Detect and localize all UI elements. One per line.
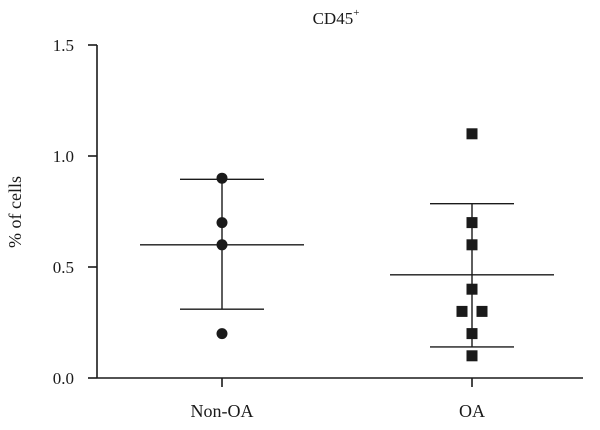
data-layer — [140, 128, 554, 362]
data-point — [466, 350, 478, 362]
data-point — [466, 128, 478, 140]
data-point — [466, 283, 478, 295]
y-tick-label: 0.0 — [53, 369, 74, 388]
data-point — [466, 239, 478, 251]
series-oa — [390, 128, 554, 362]
data-point — [216, 172, 228, 184]
data-point — [456, 305, 468, 317]
data-point — [466, 328, 478, 340]
data-point — [216, 328, 228, 340]
x-tick-label: OA — [459, 401, 485, 421]
data-point — [216, 217, 228, 229]
axes: 0.0 0.5 1.0 1.5 Non-OA OA — [53, 36, 583, 421]
y-tick-label: 1.0 — [53, 147, 74, 166]
y-tick-label: 0.5 — [53, 258, 74, 277]
chart-title: CD45+ — [313, 7, 360, 28]
chart-title-superscript: + — [353, 7, 359, 19]
data-point — [466, 217, 478, 229]
data-point — [476, 305, 488, 317]
series-non-oa — [140, 172, 304, 340]
x-tick-label: Non-OA — [191, 401, 254, 421]
data-point — [216, 239, 228, 251]
y-axis-label: % of cells — [5, 176, 25, 248]
chart-title-text: CD45 — [313, 9, 354, 28]
y-tick-label: 1.5 — [53, 36, 74, 55]
